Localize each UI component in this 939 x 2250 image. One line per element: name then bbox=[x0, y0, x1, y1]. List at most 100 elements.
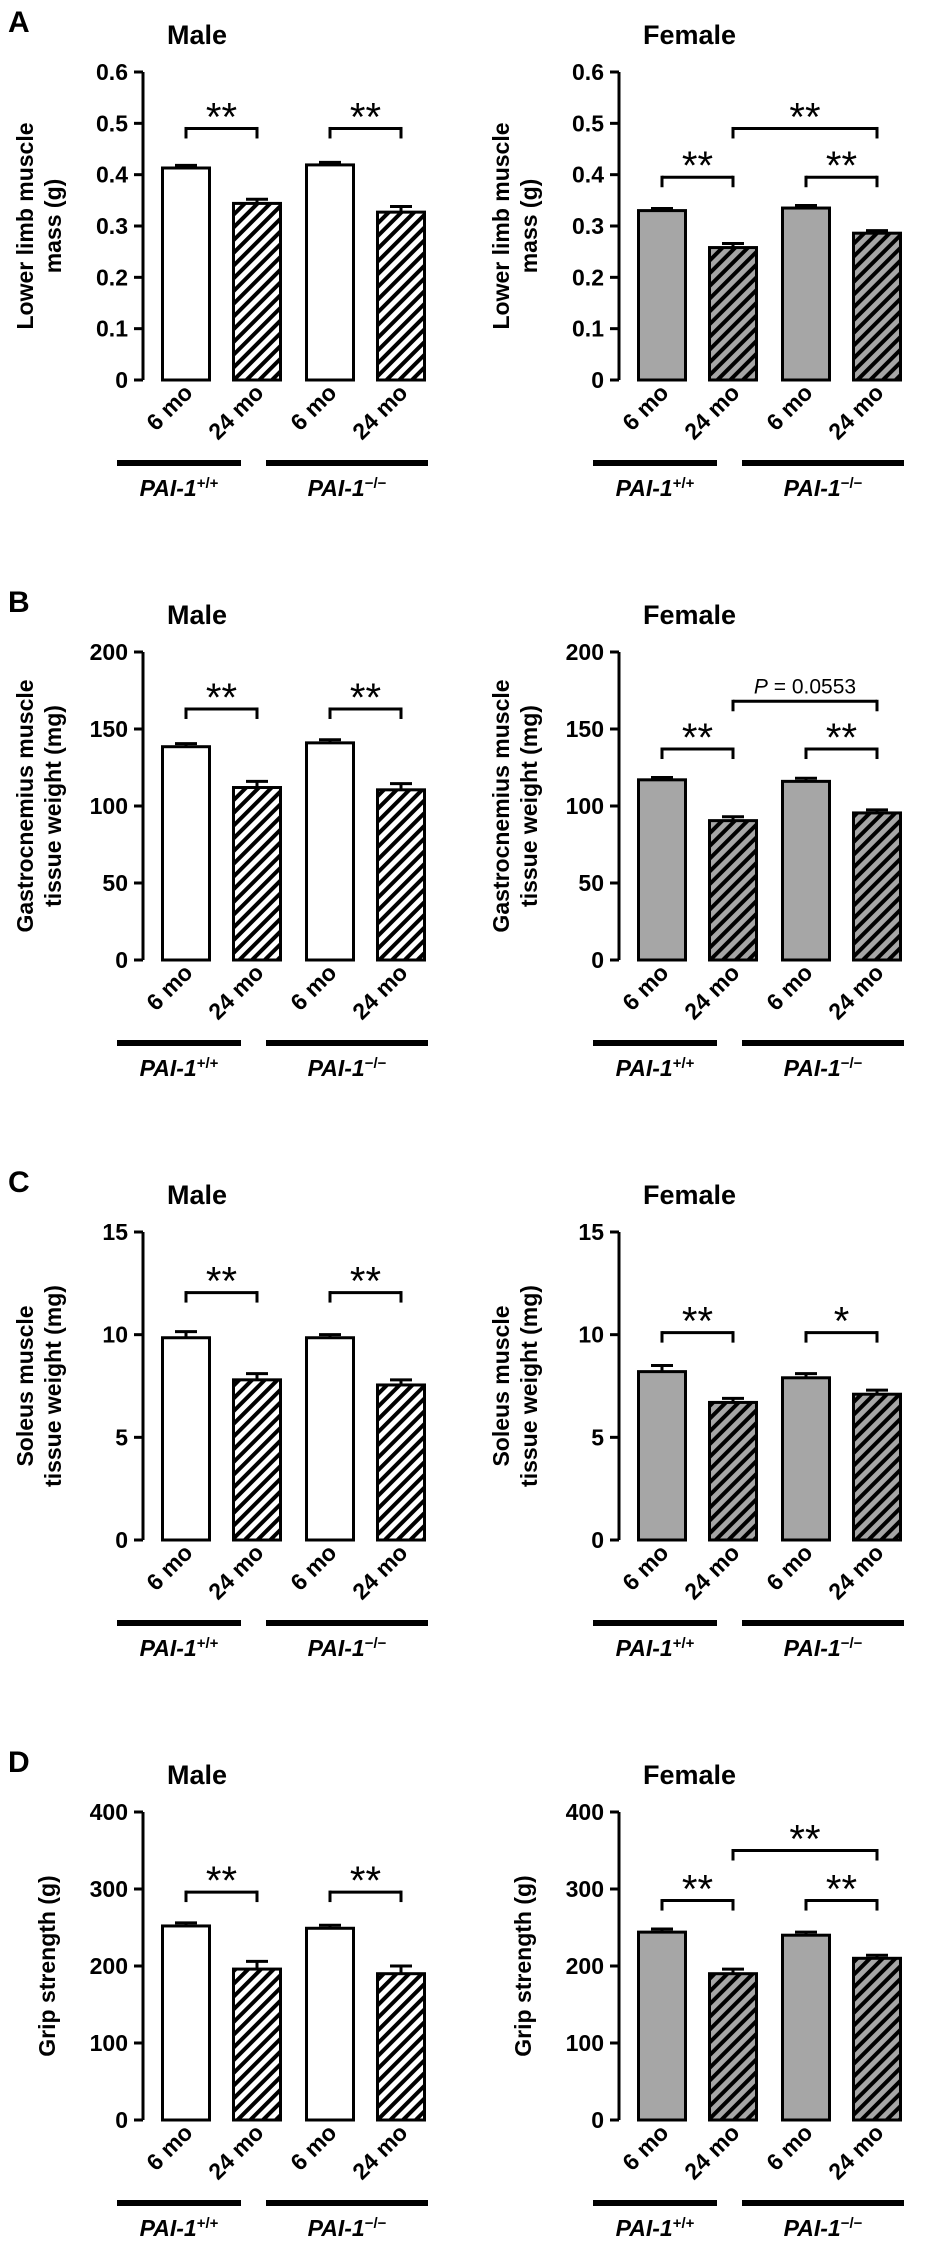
y-tick-label: 200 bbox=[90, 1953, 128, 1979]
y-tick-label: 0.3 bbox=[572, 213, 604, 239]
x-tick-label: 6 mo bbox=[141, 2119, 197, 2175]
y-tick-label: 200 bbox=[566, 639, 604, 665]
bar bbox=[708, 246, 758, 382]
significance-label: ** bbox=[682, 716, 713, 760]
chart-panel-5: C Male 0 5 10 15 Soleus muscle tissue weight (m… bbox=[8, 1166, 428, 1661]
group-bar bbox=[742, 1040, 904, 1046]
y-tick-label: 100 bbox=[566, 2030, 604, 2056]
significance-label: ** bbox=[206, 1260, 237, 1304]
y-axis-label: tissue weight (mg) bbox=[516, 1285, 542, 1487]
y-axis-label: Gastrocnemius muscle bbox=[12, 679, 38, 932]
y-tick-label: 400 bbox=[90, 1799, 128, 1825]
group-label: PAI-1+/+ bbox=[616, 2215, 695, 2242]
x-tick-label: 6 mo bbox=[141, 379, 197, 435]
bar bbox=[305, 1336, 355, 1542]
y-tick-label: 0.5 bbox=[96, 110, 128, 136]
chart-panel-4: Female 0 50 100 150 200 Gastrocnemius muscle ti… bbox=[488, 600, 904, 1081]
bar bbox=[708, 1400, 758, 1542]
x-tick-label: 24 mo bbox=[823, 379, 888, 444]
y-tick-label: 0.3 bbox=[96, 213, 128, 239]
panel-title: Male bbox=[167, 600, 227, 630]
group-bar bbox=[742, 460, 904, 466]
bar bbox=[852, 231, 902, 382]
chart-panel-3: B Male 0 50 100 150 200 Gastrocnemius muscle tis… bbox=[8, 586, 428, 1081]
group-label: PAI-1−/− bbox=[784, 1055, 863, 1082]
group-bar bbox=[742, 2200, 904, 2206]
x-tick-label: 24 mo bbox=[347, 379, 412, 444]
x-tick-label: 24 mo bbox=[347, 2119, 412, 2184]
bar bbox=[161, 1336, 211, 1542]
y-tick-label: 10 bbox=[578, 1322, 604, 1348]
significance-label: ** bbox=[826, 1868, 857, 1912]
bar bbox=[637, 209, 687, 382]
y-tick-label: 0 bbox=[591, 947, 604, 973]
bar bbox=[852, 1392, 902, 1542]
x-tick-label: 6 mo bbox=[141, 1539, 197, 1595]
chart-panel-1: A Male 0 0.1 0.2 0.3 0.4 0.5 0.6 Lower limb muscl… bbox=[8, 6, 428, 501]
bar bbox=[305, 163, 355, 382]
group-bar bbox=[266, 2200, 428, 2206]
y-tick-label: 150 bbox=[566, 716, 604, 742]
x-tick-label: 24 mo bbox=[347, 959, 412, 1024]
y-tick-label: 0 bbox=[115, 367, 128, 393]
y-tick-label: 0 bbox=[115, 947, 128, 973]
bar bbox=[781, 779, 831, 962]
y-axis-label: Grip strength (g) bbox=[510, 1875, 536, 2056]
y-tick-label: 300 bbox=[566, 1876, 604, 1902]
y-axis-label: tissue weight (mg) bbox=[516, 705, 542, 907]
panel-title: Female bbox=[643, 1180, 736, 1210]
y-tick-label: 15 bbox=[578, 1219, 604, 1245]
y-tick-label: 0.4 bbox=[96, 162, 128, 188]
chart-panel-2: Female 0 0.1 0.2 0.3 0.4 0.5 0.6 Lower limb musc… bbox=[488, 20, 904, 501]
y-tick-label: 0 bbox=[591, 2107, 604, 2133]
group-label: PAI-1+/+ bbox=[616, 1635, 695, 1662]
x-tick-label: 6 mo bbox=[141, 959, 197, 1015]
x-tick-label: 6 mo bbox=[617, 2119, 673, 2175]
chart-panel-8: Female 0 100 200 300 400 Grip strength (g) 6 mo… bbox=[510, 1760, 904, 2241]
x-tick-label: 24 mo bbox=[823, 959, 888, 1024]
y-tick-label: 0.6 bbox=[96, 59, 128, 85]
y-axis-label: Lower limb muscle bbox=[12, 122, 38, 329]
panel-title: Female bbox=[643, 1760, 736, 1790]
significance-label: ** bbox=[350, 1260, 381, 1304]
significance-label: ** bbox=[350, 676, 381, 720]
panel-title: Female bbox=[643, 20, 736, 50]
y-tick-label: 100 bbox=[90, 793, 128, 819]
significance-label: ** bbox=[682, 144, 713, 188]
y-tick-label: 0.4 bbox=[572, 162, 604, 188]
y-tick-label: 0.2 bbox=[572, 264, 604, 290]
y-tick-label: 0.1 bbox=[96, 316, 128, 342]
bar bbox=[781, 206, 831, 382]
group-label: PAI-1−/− bbox=[784, 2215, 863, 2242]
y-axis-label: Soleus muscle bbox=[488, 1305, 514, 1466]
group-bar bbox=[117, 1620, 241, 1626]
x-tick-label: 24 mo bbox=[203, 379, 268, 444]
significance-label: ** bbox=[826, 144, 857, 188]
group-bar bbox=[117, 460, 241, 466]
chart-panel-6: Female 0 5 10 15 Soleus muscle tissue weight (… bbox=[488, 1180, 904, 1661]
panels: A Male 0 0.1 0.2 0.3 0.4 0.5 0.6 Lower limb muscl… bbox=[8, 6, 904, 2241]
bar bbox=[232, 1967, 282, 2122]
panel-title: Male bbox=[167, 1180, 227, 1210]
bar bbox=[637, 1370, 687, 1542]
y-tick-label: 50 bbox=[102, 870, 128, 896]
bar bbox=[708, 1972, 758, 2122]
bar bbox=[376, 788, 426, 962]
significance-label: * bbox=[834, 1300, 850, 1344]
group-bar bbox=[593, 1040, 717, 1046]
y-tick-label: 15 bbox=[102, 1219, 128, 1245]
group-bar bbox=[266, 1040, 428, 1046]
x-tick-label: 24 mo bbox=[679, 2119, 744, 2184]
y-tick-label: 0.2 bbox=[96, 264, 128, 290]
y-tick-label: 100 bbox=[90, 2030, 128, 2056]
group-label: PAI-1−/− bbox=[308, 1635, 387, 1662]
y-tick-label: 100 bbox=[566, 793, 604, 819]
significance-label: ** bbox=[206, 676, 237, 720]
significance-label: ** bbox=[350, 95, 381, 139]
x-tick-label: 24 mo bbox=[203, 959, 268, 1024]
bar bbox=[637, 1930, 687, 2122]
x-tick-label: 6 mo bbox=[617, 379, 673, 435]
panel-letter: B bbox=[8, 586, 30, 619]
x-tick-label: 6 mo bbox=[285, 2119, 341, 2175]
